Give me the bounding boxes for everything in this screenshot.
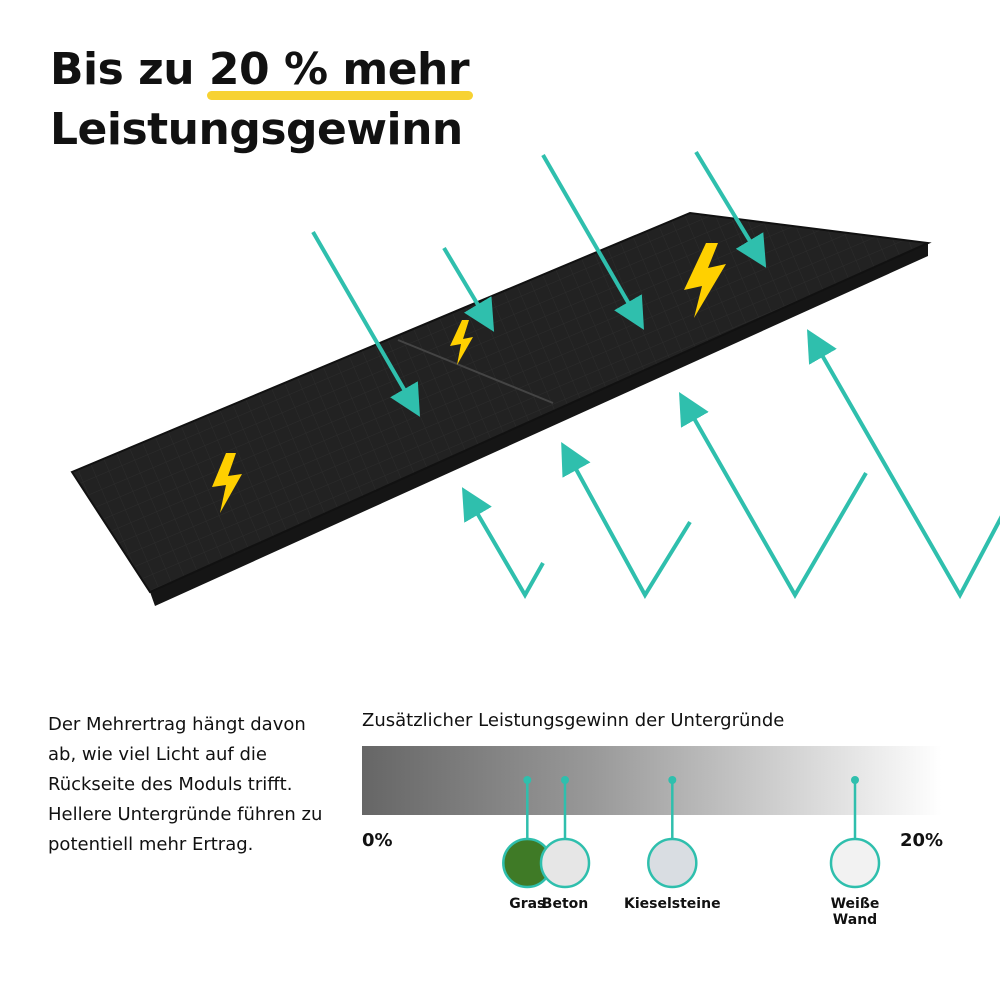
marker-label: Beton <box>541 896 589 912</box>
marker-2 <box>647 776 698 889</box>
headline: Bis zu 20 % mehr Leistungsgewinn <box>50 40 474 160</box>
scale-title: Zusätzlicher Leistungsgewinn der Untergr… <box>362 710 785 731</box>
scale-max-label: 20% <box>900 830 944 851</box>
marker-1 <box>539 776 591 889</box>
marker-3 <box>829 776 881 889</box>
headline-prefix: Bis zu <box>50 44 209 95</box>
marker-label: Gras <box>509 896 546 912</box>
description: Der Mehrertrag hängt davon ab, wie viel … <box>48 714 323 855</box>
lightning-bolt-icon <box>212 243 726 513</box>
solar-panel-icon <box>70 211 932 606</box>
reflected-light-arrow-icon <box>461 329 1000 600</box>
sunlight-arrow-icon <box>311 150 767 417</box>
scale-min-label: 0% <box>362 830 393 851</box>
marker-label: Weiße Wand <box>830 896 880 928</box>
gradient-scale-bar <box>362 746 942 815</box>
marker-label: Kieselsteine <box>624 896 721 912</box>
headline-line2: Leistungsgewinn <box>50 104 463 155</box>
marker-0 <box>502 776 553 889</box>
panel-illustration <box>70 150 1000 606</box>
headline-highlight: 20 % mehr <box>206 40 474 100</box>
